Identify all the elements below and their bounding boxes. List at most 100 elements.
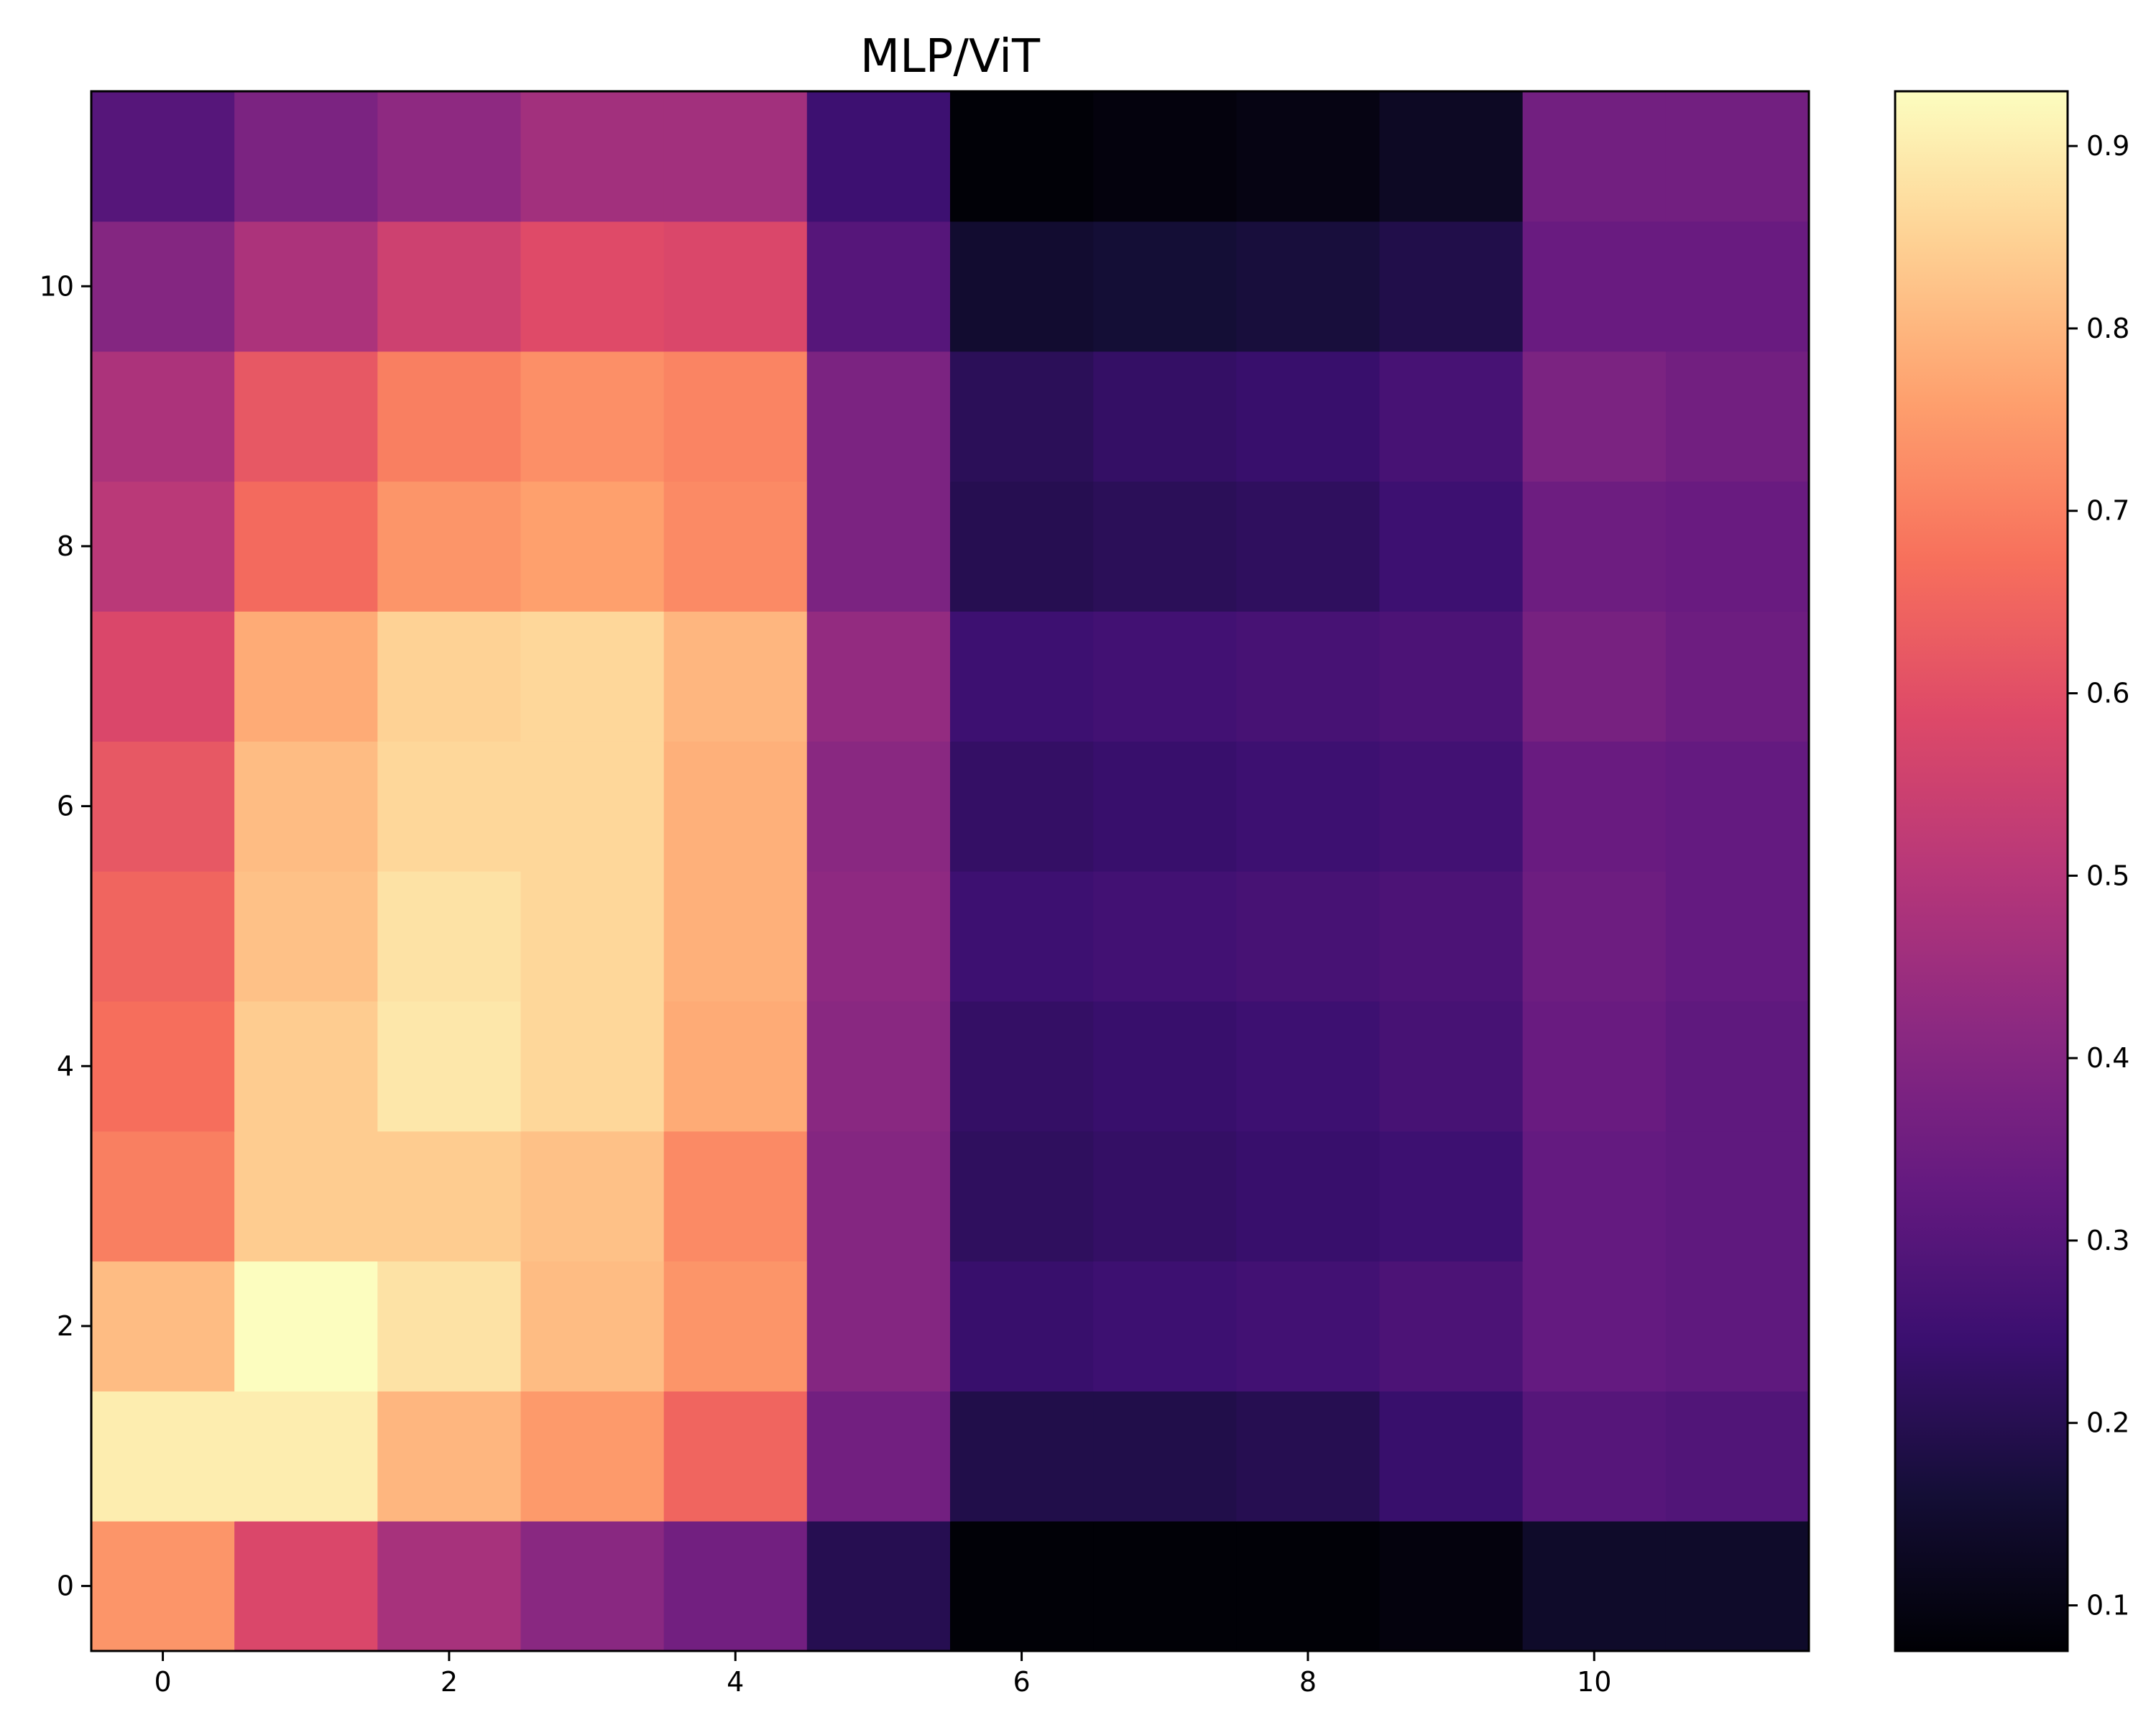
heatmap-cell-r3-c0 <box>91 1131 235 1262</box>
heatmap-cell-r2-c1 <box>234 1261 378 1392</box>
heatmap-cell-r5-c5 <box>806 871 951 1002</box>
heatmap-cell-r11-c10 <box>1522 91 1667 222</box>
heatmap-cell-r1-c11 <box>1665 1391 1810 1522</box>
heatmap-cell-r0-c3 <box>520 1521 665 1652</box>
chart-title: MLP/ViT <box>860 30 1041 83</box>
y-axis: 0 2 4 6 8 10 <box>40 270 91 1602</box>
heatmap-cell-r6-c2 <box>377 741 522 872</box>
heatmap-cell-r2-c2 <box>377 1261 522 1392</box>
x-tick-label: 4 <box>727 1666 744 1698</box>
plot-frame <box>90 90 1810 1652</box>
heatmap-cell-r5-c3 <box>520 871 665 1002</box>
heatmap-cell-r10-c11 <box>1665 221 1810 352</box>
heatmap-cell-r4-c0 <box>91 1000 235 1132</box>
heatmap-cell-r0-c8 <box>1236 1521 1381 1652</box>
heatmap-cell-r3-c4 <box>663 1131 808 1262</box>
heatmap-cell-r3-c1 <box>234 1131 378 1262</box>
heatmap-cell-r1-c7 <box>1093 1391 1237 1522</box>
heatmap-cell-r3-c6 <box>950 1131 1094 1262</box>
heatmap-cell-r10-c2 <box>377 221 522 352</box>
heatmap-cell-r8-c9 <box>1379 481 1524 612</box>
heatmap-cell-r10-c4 <box>663 221 808 352</box>
heatmap-cell-r9-c11 <box>1665 351 1810 482</box>
heatmap-cell-r0-c6 <box>950 1521 1094 1652</box>
heatmap-cell-r1-c9 <box>1379 1391 1524 1522</box>
colorbar-tick-label: 0.7 <box>2086 495 2129 527</box>
x-tick-label: 6 <box>1013 1666 1030 1698</box>
heatmap-cell-r11-c1 <box>234 91 378 222</box>
heatmap-cell-r5-c4 <box>663 871 808 1002</box>
heatmap-cell-r0-c0 <box>91 1521 235 1652</box>
colorbar-tick-label: 0.6 <box>2086 678 2129 709</box>
heatmap-cell-r2-c7 <box>1093 1261 1237 1392</box>
heatmap-cell-r3-c5 <box>806 1131 951 1262</box>
y-tick-label: 0 <box>57 1570 74 1602</box>
heatmap-cell-r4-c8 <box>1236 1000 1381 1132</box>
x-axis: 0 2 4 6 8 10 <box>154 1651 1611 1698</box>
heatmap-cell-r8-c1 <box>234 481 378 612</box>
heatmap-cell-r4-c1 <box>234 1000 378 1132</box>
heatmap-cell-r0-c7 <box>1093 1521 1237 1652</box>
heatmap-cell-r4-c3 <box>520 1000 665 1132</box>
heatmap-cell-r3-c2 <box>377 1131 522 1262</box>
heatmap-cell-r8-c11 <box>1665 481 1810 612</box>
heatmap-cell-r6-c6 <box>950 741 1094 872</box>
heatmap-cell-r10-c10 <box>1522 221 1667 352</box>
heatmap-cell-r7-c6 <box>950 611 1094 742</box>
heatmap-cell-r7-c3 <box>520 611 665 742</box>
heatmap-cell-r4-c6 <box>950 1000 1094 1132</box>
y-tick-label: 4 <box>57 1050 74 1082</box>
colorbar-tick-label: 0.8 <box>2086 313 2129 344</box>
heatmap-cell-r5-c11 <box>1665 871 1810 1002</box>
heatmap-cell-r7-c4 <box>663 611 808 742</box>
heatmap-cell-r3-c3 <box>520 1131 665 1262</box>
heatmap-cells <box>91 91 1810 1652</box>
heatmap-cell-r5-c7 <box>1093 871 1237 1002</box>
heatmap-cell-r1-c0 <box>91 1391 235 1522</box>
heatmap-cell-r2-c9 <box>1379 1261 1524 1392</box>
heatmap-cell-r2-c0 <box>91 1261 235 1392</box>
heatmap-cell-r10-c5 <box>806 221 951 352</box>
heatmap-cell-r7-c11 <box>1665 611 1810 742</box>
heatmap-cell-r11-c8 <box>1236 91 1381 222</box>
heatmap-cell-r9-c2 <box>377 351 522 482</box>
x-tick-label: 2 <box>441 1666 458 1698</box>
heatmap-cell-r6-c4 <box>663 741 808 872</box>
heatmap-cell-r1-c10 <box>1522 1391 1667 1522</box>
colorbar-axis: 0.1 0.2 0.3 0.4 0.5 0.6 0.7 0.8 0.9 <box>2068 130 2129 1622</box>
heatmap-cell-r5-c1 <box>234 871 378 1002</box>
heatmap-cell-r9-c9 <box>1379 351 1524 482</box>
heatmap-cell-r2-c3 <box>520 1261 665 1392</box>
colorbar-tick-label: 0.3 <box>2086 1225 2129 1256</box>
heatmap-cell-r2-c8 <box>1236 1261 1381 1392</box>
heatmap-cell-r5-c0 <box>91 871 235 1002</box>
heatmap-cell-r1-c8 <box>1236 1391 1381 1522</box>
heatmap-cell-r6-c11 <box>1665 741 1810 872</box>
heatmap-cell-r7-c7 <box>1093 611 1237 742</box>
heatmap-cell-r4-c11 <box>1665 1000 1810 1132</box>
heatmap-cell-r2-c6 <box>950 1261 1094 1392</box>
heatmap-cell-r7-c10 <box>1522 611 1667 742</box>
heatmap-cell-r2-c5 <box>806 1261 951 1392</box>
heatmap-cell-r5-c9 <box>1379 871 1524 1002</box>
colorbar <box>1895 91 2068 1651</box>
y-tick-label: 8 <box>57 530 74 562</box>
heatmap-cell-r2-c11 <box>1665 1261 1810 1392</box>
heatmap-cell-r11-c2 <box>377 91 522 222</box>
heatmap-cell-r7-c5 <box>806 611 951 742</box>
heatmap-cell-r9-c5 <box>806 351 951 482</box>
heatmap-cell-r6-c0 <box>91 741 235 872</box>
heatmap-cell-r10-c1 <box>234 221 378 352</box>
heatmap-cell-r11-c6 <box>950 91 1094 222</box>
heatmap-cell-r8-c8 <box>1236 481 1381 612</box>
heatmap-cell-r5-c6 <box>950 871 1094 1002</box>
y-tick-label: 2 <box>57 1310 74 1342</box>
heatmap-cell-r4-c2 <box>377 1000 522 1132</box>
heatmap-cell-r9-c7 <box>1093 351 1237 482</box>
heatmap-cell-r9-c10 <box>1522 351 1667 482</box>
heatmap-cell-r8-c4 <box>663 481 808 612</box>
heatmap-cell-r4-c5 <box>806 1000 951 1132</box>
heatmap-cell-r4-c9 <box>1379 1000 1524 1132</box>
heatmap-cell-r0-c10 <box>1522 1521 1667 1652</box>
heatmap-cell-r5-c8 <box>1236 871 1381 1002</box>
